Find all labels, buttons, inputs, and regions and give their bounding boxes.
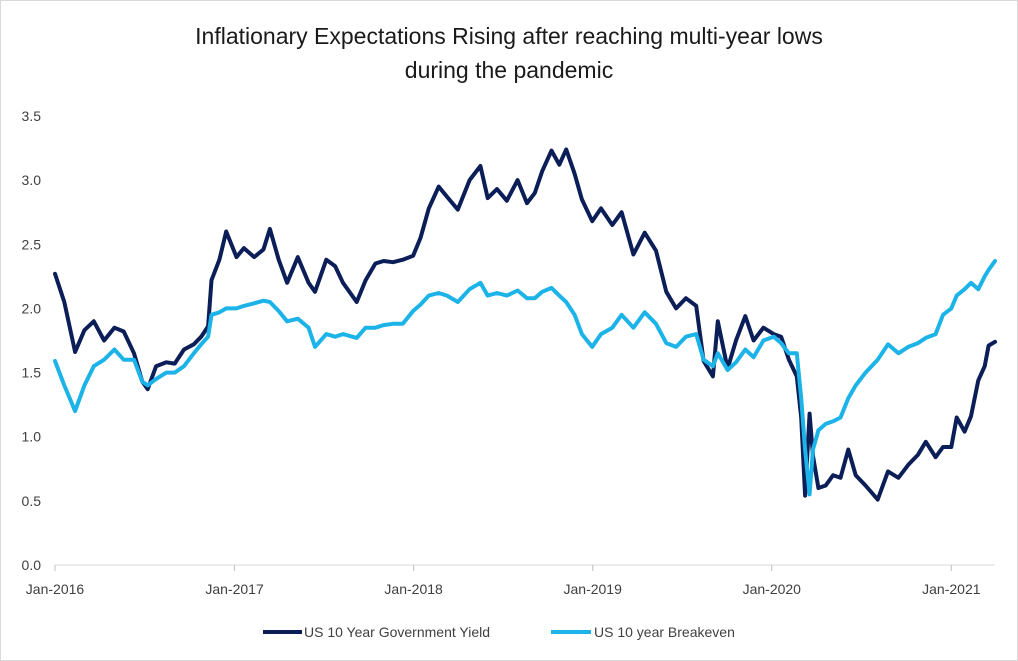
x-axis-ticks: Jan-2016 Jan-2017 Jan-2018 Jan-2019 Jan-2020… (26, 565, 981, 597)
x-tick-label: Jan-2017 (205, 581, 264, 597)
legend-label-yield: US 10 Year Government Yield (304, 624, 490, 640)
y-tick-label: 1.5 (22, 365, 42, 381)
series-line-breakeven (53, 259, 997, 497)
legend: US 10 Year Government Yield US 10 year B… (263, 624, 735, 640)
y-axis-ticks: 0.0 0.5 1.0 1.5 2.0 2.5 3.0 3.5 (22, 108, 42, 573)
y-tick-label: 1.0 (22, 429, 42, 445)
x-tick-label: Jan-2016 (26, 581, 85, 597)
chart-title-line-2: during the pandemic (404, 57, 614, 83)
series-line-government-yield (53, 147, 997, 502)
x-tick-label: Jan-2020 (743, 581, 802, 597)
chart-title-line-1: Inflationary Expectations Rising after r… (195, 23, 823, 49)
y-tick-label: 0.5 (22, 493, 42, 509)
y-tick-label: 2.5 (22, 236, 42, 252)
series-lines (53, 147, 997, 502)
x-tick-label: Jan-2021 (922, 581, 981, 597)
legend-label-breakeven: US 10 year Breakeven (594, 624, 735, 640)
x-tick-label: Jan-2018 (384, 581, 443, 597)
y-tick-label: 3.0 (22, 172, 42, 188)
y-tick-label: 3.5 (22, 108, 42, 124)
x-tick-label: Jan-2019 (564, 581, 623, 597)
y-tick-label: 2.0 (22, 300, 42, 316)
y-tick-label: 0.0 (22, 557, 42, 573)
chart-title: Inflationary Expectations Rising after r… (1, 19, 1017, 87)
